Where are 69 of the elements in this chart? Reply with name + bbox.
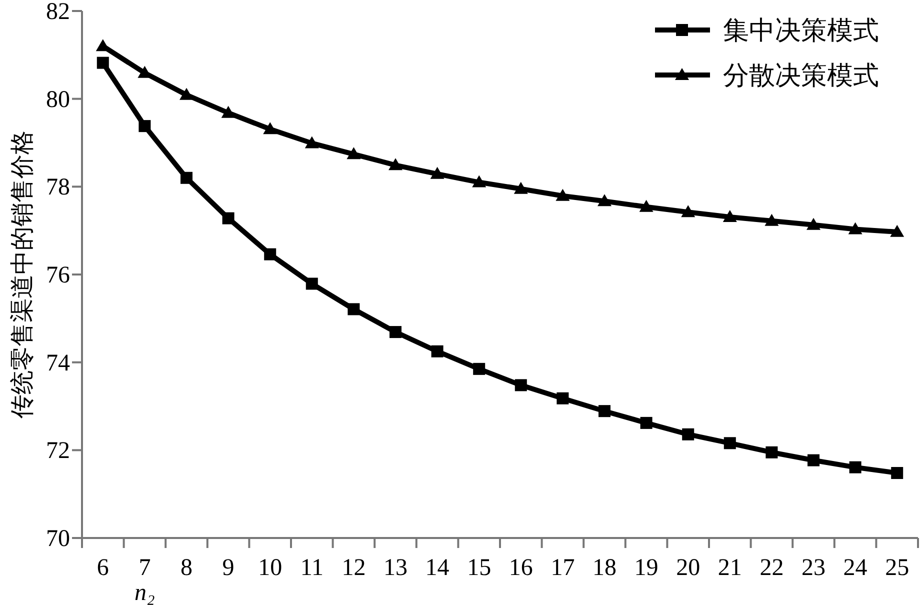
point	[556, 392, 569, 404]
point	[722, 210, 737, 222]
x-tick-label: 7	[138, 555, 151, 581]
point	[724, 437, 736, 450]
point	[221, 106, 236, 118]
x-tick-label: 8	[180, 555, 192, 581]
y-tick-label: 76	[46, 262, 70, 288]
point	[766, 446, 778, 458]
point	[306, 278, 318, 290]
x-tick-label: 6	[96, 555, 109, 581]
point	[849, 461, 862, 474]
point	[514, 182, 528, 194]
point	[180, 172, 192, 184]
point	[681, 205, 696, 218]
point	[346, 147, 361, 160]
x-tick-label: 20	[676, 555, 700, 581]
point	[96, 56, 109, 69]
point	[891, 467, 904, 480]
point	[472, 175, 486, 188]
y-axis-title: 传统零售渠道中的销售价格	[9, 130, 36, 418]
point	[473, 362, 486, 375]
point	[180, 88, 194, 100]
point	[806, 218, 820, 230]
x-tick-label: 14	[425, 555, 450, 581]
x-tick-label: 22	[760, 555, 784, 581]
point	[431, 345, 444, 358]
x-tick-label: 11	[300, 555, 324, 581]
point	[348, 303, 360, 316]
point	[304, 136, 319, 148]
y-tick-label: 78	[46, 174, 70, 201]
x-axis-title: n₂	[134, 580, 155, 605]
y-tick-label: 80	[46, 86, 70, 113]
point	[388, 158, 402, 170]
point	[682, 428, 694, 440]
x-tick-label: 19	[634, 555, 658, 581]
point	[430, 166, 444, 179]
x-tick-label: 18	[592, 555, 616, 581]
point	[764, 214, 779, 226]
point	[138, 120, 151, 132]
point	[598, 194, 612, 206]
legend-label: 分散决策模式	[723, 61, 879, 90]
point	[598, 405, 610, 418]
x-tick-label: 12	[342, 555, 366, 581]
y-tick-label: 74	[46, 350, 70, 376]
legend-label: 集中决策模式	[723, 16, 879, 45]
x-tick-label: 9	[222, 555, 234, 581]
x-tick-label: 13	[384, 555, 408, 581]
point	[222, 212, 234, 224]
point	[514, 379, 527, 392]
point	[390, 326, 402, 338]
x-tick-label: 21	[718, 555, 742, 581]
y-tick-label: 70	[46, 526, 70, 552]
point	[639, 200, 654, 212]
x-tick-label: 25	[885, 555, 910, 581]
y-tick-label: 72	[46, 438, 70, 464]
point	[264, 248, 276, 260]
point	[640, 416, 652, 429]
point	[848, 222, 862, 234]
x-tick-label: 10	[258, 555, 282, 581]
point	[890, 224, 904, 237]
point	[263, 122, 278, 134]
x-tick-label: 24	[843, 555, 868, 581]
x-tick-label: 15	[467, 555, 492, 581]
y-tick-label: 82	[46, 0, 70, 25]
x-tick-label: 17	[550, 555, 575, 581]
point	[808, 454, 820, 466]
x-tick-label: 23	[802, 555, 826, 581]
point	[556, 188, 570, 201]
x-tick-label: 16	[508, 555, 533, 581]
